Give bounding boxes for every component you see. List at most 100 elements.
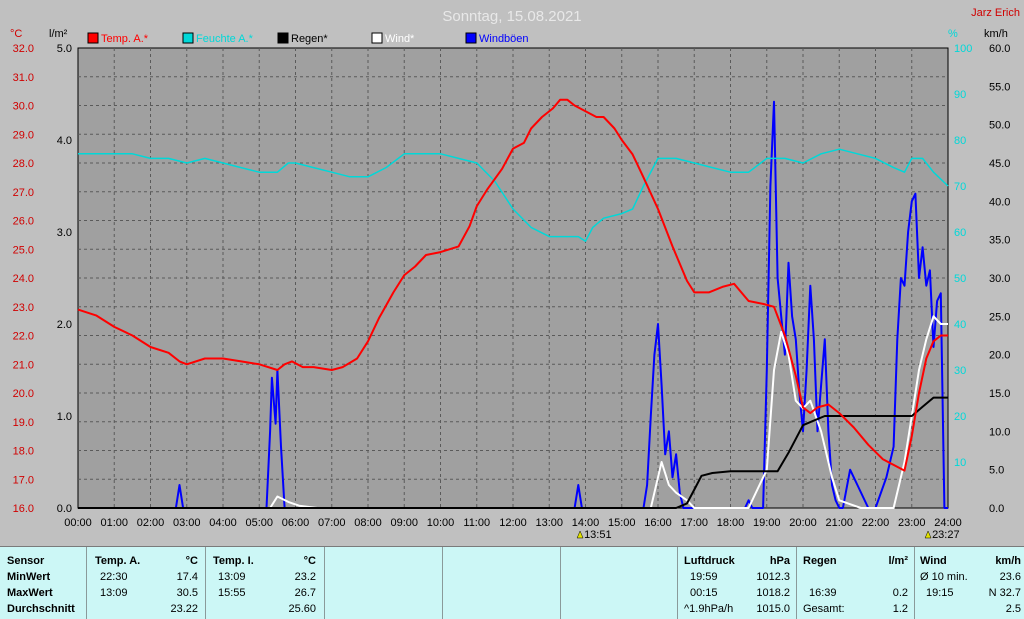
divider xyxy=(86,547,87,619)
temp-tick-label: 18.0 xyxy=(13,446,34,458)
pressure-header: Luftdruck xyxy=(684,555,735,567)
humidity-tick-label: 80 xyxy=(954,135,966,147)
temp-tick-label: 25.0 xyxy=(13,244,34,256)
wind-axis-unit: km/h xyxy=(984,28,1008,40)
wind-tick-label: 40.0 xyxy=(989,196,1010,208)
x-tick-label: 14:00 xyxy=(572,517,600,529)
temp-tick-label: 28.0 xyxy=(13,158,34,170)
pressure-min-time: 19:59 xyxy=(690,571,718,583)
temp-a-min-value: 17.4 xyxy=(176,571,198,583)
rain-tick-label: 3.0 xyxy=(57,227,72,239)
temp-i-unit: °C xyxy=(303,555,316,567)
x-tick-label: 11:00 xyxy=(463,517,490,529)
x-tick-label: 03:00 xyxy=(173,517,201,529)
series-layer xyxy=(77,98,949,509)
divider xyxy=(205,547,206,619)
rain-tick-label: 2.0 xyxy=(57,319,72,331)
sun-marker-label: 13:51 xyxy=(584,529,612,541)
x-tick-label: 04:00 xyxy=(209,517,237,529)
row-label-min: MinWert xyxy=(7,571,51,583)
rain-total-value: 1.2 xyxy=(892,603,908,615)
rain-tick-label: 0.0 xyxy=(57,503,72,515)
temp-tick-label: 22.0 xyxy=(13,331,34,343)
temp-i-min-value: 23.2 xyxy=(294,571,316,583)
sensor-header: Sensor xyxy=(7,555,45,567)
statistics-panel: Sensor Temp. A. °C Temp. I. °C Luftdruck… xyxy=(0,546,1024,619)
rain-tick-label: 5.0 xyxy=(57,43,72,55)
wind-tick-label: 35.0 xyxy=(989,235,1010,247)
axes-layer: 00:00 01:00 02:00 03:00 04:00 05:00 06:00 07:00… xyxy=(10,28,1010,541)
temp-tick-label: 16.0 xyxy=(13,503,34,515)
temp-tick-label: 24.0 xyxy=(13,273,34,285)
series-line-humidity xyxy=(78,148,949,242)
wind-tick-label: 5.0 xyxy=(989,465,1004,477)
wind-tick-label: 45.0 xyxy=(989,158,1010,170)
wind-tick-label: 50.0 xyxy=(989,120,1010,132)
weather-chart: 00:00 01:00 02:00 03:00 04:00 05:00 06:00 07:00… xyxy=(10,7,1020,541)
pressure-max-value: 1018.2 xyxy=(756,587,790,599)
x-tick-label: 15:00 xyxy=(608,517,636,529)
pressure-min-value: 1012.3 xyxy=(756,571,790,583)
wind-max-value: N 32.7 xyxy=(988,587,1021,599)
x-tick-label: 09:00 xyxy=(390,517,418,529)
legend-swatch xyxy=(277,32,289,44)
x-tick-label: 06:00 xyxy=(282,517,310,529)
humidity-tick-label: 100 xyxy=(954,43,972,55)
humidity-tick-label: 30 xyxy=(954,365,966,377)
divider xyxy=(914,547,915,619)
humidity-tick-label: 10 xyxy=(954,457,966,469)
wind-tick-label: 15.0 xyxy=(989,388,1010,400)
x-tick-label: 24:00 xyxy=(934,517,962,529)
x-tick-label: 22:00 xyxy=(862,517,890,529)
humidity-tick-label: 60 xyxy=(954,227,966,239)
wind-avg-value: 2.5 xyxy=(1005,603,1021,615)
temp-axis-unit: °C xyxy=(10,28,22,40)
temp-a-max-time: 13:09 xyxy=(100,587,128,599)
rain-tick-label: 1.0 xyxy=(57,411,72,423)
legend-swatch xyxy=(371,32,383,44)
pressure-trend: ^1.9hPa/h xyxy=(684,603,734,615)
series-line-rain xyxy=(78,396,948,509)
temp-a-min-time: 22:30 xyxy=(100,571,128,583)
temp-a-header: Temp. A. xyxy=(95,555,141,567)
temp-tick-label: 26.0 xyxy=(13,216,34,228)
wind-tick-label: 55.0 xyxy=(989,81,1010,93)
humidity-axis-unit: % xyxy=(948,28,958,40)
divider xyxy=(677,547,678,619)
temp-tick-label: 23.0 xyxy=(13,302,34,314)
sun-marker-icon xyxy=(576,530,584,539)
sun-marker-label: 23:27 xyxy=(932,529,960,541)
x-tick-label: 18:00 xyxy=(717,517,745,529)
x-tick-label: 05:00 xyxy=(245,517,273,529)
temp-i-max-value: 26.7 xyxy=(294,587,316,599)
divider xyxy=(560,547,561,619)
x-tick-label: 19:00 xyxy=(753,517,781,529)
legend: Temp. A.* Feuchte A.* Regen* Wind* Windböen xyxy=(87,32,529,45)
wind-tick-label: 25.0 xyxy=(989,311,1010,323)
grid-lines xyxy=(78,48,948,508)
x-tick-label: 10:00 xyxy=(427,517,455,529)
legend-label: Feuchte A.* xyxy=(196,33,254,45)
x-tick-label: 01:00 xyxy=(100,517,128,529)
humidity-tick-label: 90 xyxy=(954,89,966,101)
rain-header: Regen xyxy=(803,555,837,567)
x-tick-label: 00:00 xyxy=(64,517,92,529)
wind-tick-label: 30.0 xyxy=(989,273,1010,285)
wind-max-time: 19:15 xyxy=(926,587,954,599)
legend-label: Regen* xyxy=(291,33,328,45)
temp-i-header: Temp. I. xyxy=(213,555,254,567)
series-line-wind xyxy=(78,100,948,509)
pressure-unit: hPa xyxy=(769,555,790,567)
rain-unit: l/m² xyxy=(888,555,908,567)
wind-unit: km/h xyxy=(995,555,1021,567)
wind-tick-label: 20.0 xyxy=(989,350,1010,362)
legend-swatch xyxy=(465,32,477,44)
x-tick-label: 16:00 xyxy=(644,517,672,529)
wind-tick-label: 0.0 xyxy=(989,503,1004,515)
rain-axis-unit: l/m² xyxy=(49,28,68,40)
x-tick-label: 07:00 xyxy=(318,517,346,529)
rain-total-label: Gesamt: xyxy=(803,603,845,615)
temp-tick-label: 32.0 xyxy=(13,43,34,55)
author-label: Jarz Erich xyxy=(971,7,1020,19)
x-tick-label: 08:00 xyxy=(354,517,382,529)
